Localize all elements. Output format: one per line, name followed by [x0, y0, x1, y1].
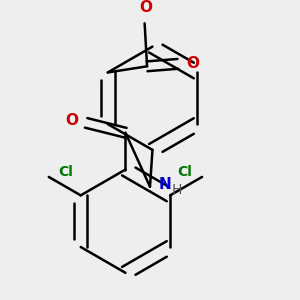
Text: H: H: [172, 184, 182, 197]
Text: Cl: Cl: [58, 165, 74, 179]
Text: N: N: [159, 177, 171, 192]
Text: Cl: Cl: [177, 165, 192, 179]
Text: O: O: [186, 56, 199, 71]
Text: O: O: [140, 0, 152, 15]
Text: O: O: [65, 113, 78, 128]
